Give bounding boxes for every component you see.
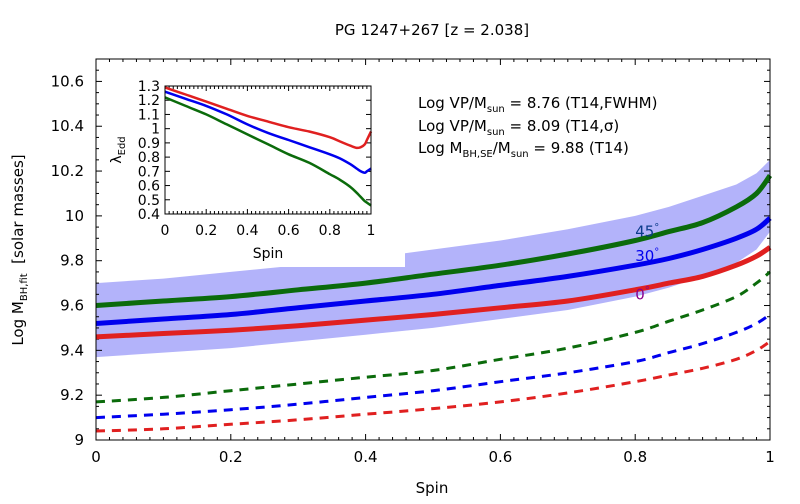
annotation-mbh-se: Log MBH,SE/Msun = 9.88 (T14) <box>418 139 629 160</box>
x-tick-label: 0.6 <box>488 448 512 466</box>
main-series-layer <box>95 174 773 433</box>
y-tick-label: 9 <box>74 431 84 449</box>
inset-y-tick-label: 0.7 <box>138 164 160 180</box>
inset-y-tick-label: 0.5 <box>138 193 160 209</box>
y-tick-label: 10 <box>65 207 84 225</box>
annotation-vp-fwhm: Log VP/Msun = 8.76 (T14,FWHM) <box>418 94 657 115</box>
main-plot-frame <box>95 58 771 441</box>
series-line-dashed <box>95 340 771 433</box>
y-tick-label: 10.6 <box>51 72 84 90</box>
chart-title: PG 1247+267 [z = 2.038] <box>335 21 529 39</box>
y-tick-label: 10.2 <box>51 162 84 180</box>
inset-y-tick-label: 0.8 <box>138 150 160 166</box>
inset-x-tick-label: 0.2 <box>195 223 217 239</box>
inset-series-line <box>164 90 372 175</box>
y-tick-label: 9.6 <box>60 297 84 315</box>
inset-y-tick-label: 1.3 <box>138 79 160 95</box>
x-tick-label: 0.4 <box>354 448 378 466</box>
x-tick-label: 0.8 <box>623 448 647 466</box>
inset-background <box>110 72 405 267</box>
inset-x-axis-label: Spin <box>253 246 284 262</box>
x-axis-label: Spin <box>416 479 449 497</box>
series-line <box>95 245 772 340</box>
inset-series-line <box>164 96 372 207</box>
inset-axes-ticks: 0 0.2 0.4 0.6 0.8 10.40.50.60.70.80.911.11.21… <box>138 79 376 239</box>
y-tick-label: 10.4 <box>51 117 84 135</box>
inset-plot-frame <box>164 85 372 215</box>
inset-x-tick-label: 1 <box>367 223 376 239</box>
curve-label: 45° <box>635 223 659 241</box>
x-tick-label: 1 <box>765 448 775 466</box>
inset-x-tick-label: 0.4 <box>236 223 258 239</box>
uncertainty-band-layer <box>96 159 770 358</box>
y-tick-label: 9.4 <box>60 341 84 359</box>
y-axis-label: Log MBH,fit [solar masses] <box>9 154 30 345</box>
curve-label: 0° <box>635 285 650 303</box>
inset-y-tick-label: 1.2 <box>138 93 160 109</box>
inset-y-tick-label: 0.9 <box>138 136 160 152</box>
inset-y-axis-label: λEdd <box>109 136 128 163</box>
inset-y-tick-label: 1.1 <box>138 107 160 123</box>
x-tick-label: 0.2 <box>219 448 243 466</box>
inset-series-layer <box>164 86 373 207</box>
curve-label: 30° <box>635 247 659 265</box>
inset-chart: 0 0.2 0.4 0.6 0.8 10.40.50.60.70.80.911.11.21… <box>109 72 405 267</box>
inset-y-tick-label: 1 <box>151 122 160 138</box>
series-line <box>95 216 772 326</box>
inset-series-line <box>164 86 373 150</box>
series-line-dashed <box>95 313 771 420</box>
inset-y-tick-label: 0.4 <box>138 207 160 223</box>
inset-x-tick-label: 0.6 <box>277 223 299 239</box>
x-tick-label: 0 <box>91 448 101 466</box>
series-line-dashed <box>95 270 771 404</box>
inset-x-tick-label: 0.8 <box>319 223 341 239</box>
y-tick-label: 9.8 <box>60 252 84 270</box>
inset-y-tick-label: 0.6 <box>138 179 160 195</box>
annotation-vp-sigma: Log VP/Msun = 8.09 (T14,σ) <box>418 117 619 138</box>
y-tick-label: 9.2 <box>60 386 84 404</box>
uncertainty-band <box>96 159 770 358</box>
series-line <box>95 174 773 308</box>
inset-x-tick-label: 0 <box>161 223 170 239</box>
curve-labels: 45° 30° 0° <box>635 223 659 304</box>
